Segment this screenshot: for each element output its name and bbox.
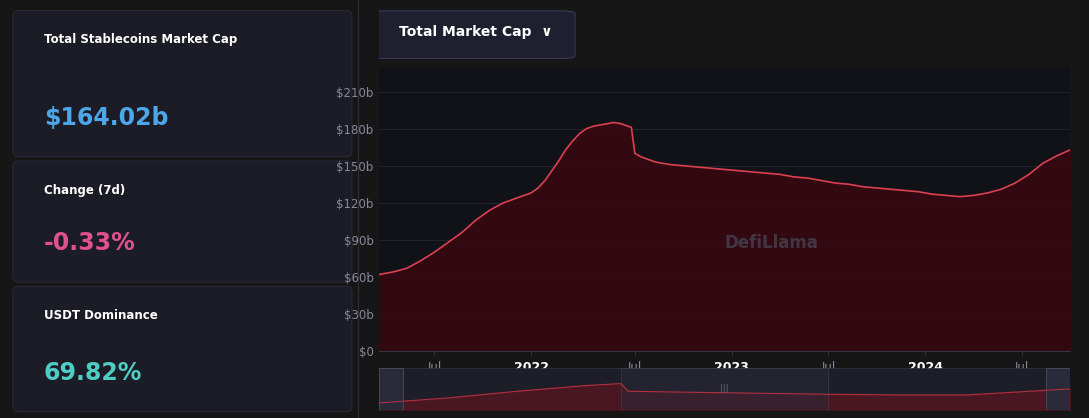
- Text: |||: |||: [721, 384, 729, 393]
- FancyBboxPatch shape: [621, 368, 829, 410]
- Text: DefiLlama: DefiLlama: [725, 234, 819, 252]
- FancyBboxPatch shape: [1047, 368, 1070, 410]
- FancyBboxPatch shape: [13, 286, 352, 412]
- Text: 69.82%: 69.82%: [44, 361, 143, 385]
- Text: $164.02b: $164.02b: [44, 106, 169, 130]
- FancyBboxPatch shape: [363, 11, 575, 59]
- Text: USDT Dominance: USDT Dominance: [44, 309, 158, 322]
- Text: -0.33%: -0.33%: [44, 231, 135, 255]
- FancyBboxPatch shape: [379, 368, 1070, 410]
- FancyBboxPatch shape: [379, 368, 403, 410]
- Text: Total Market Cap  ∨: Total Market Cap ∨: [399, 25, 552, 39]
- FancyBboxPatch shape: [13, 10, 352, 157]
- Text: Change (7d): Change (7d): [44, 184, 125, 197]
- FancyBboxPatch shape: [13, 161, 352, 282]
- Text: Total Stablecoins Market Cap: Total Stablecoins Market Cap: [44, 33, 237, 46]
